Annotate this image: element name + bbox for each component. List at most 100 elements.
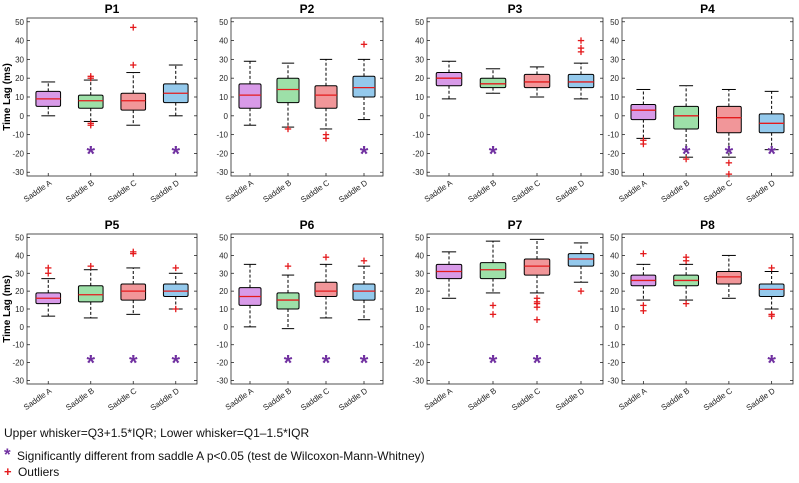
outlier-marker [45, 270, 52, 277]
y-tick-label: 0 [615, 112, 620, 121]
y-tick-label: 10 [415, 93, 424, 102]
y-tick-label: 50 [415, 18, 424, 27]
outlier-marker [533, 316, 541, 323]
outlier-marker [682, 300, 690, 307]
y-tick-label: 50 [415, 234, 424, 243]
iqr-box [758, 283, 785, 297]
outlier-marker [284, 262, 292, 270]
outlier-marker [682, 257, 690, 264]
y-tick-label: 0 [224, 323, 229, 332]
y-tick-label: -10 [216, 341, 228, 350]
outlier-marker [130, 61, 137, 69]
outlier-marker [322, 254, 330, 261]
y-tick-label: 20 [415, 74, 424, 83]
iqr-box [238, 83, 262, 109]
iqr-box [352, 283, 376, 301]
y-tick-label: 40 [219, 37, 228, 46]
iqr-box [120, 92, 147, 111]
x-tick-label: Saddle A [224, 386, 256, 412]
y-tick-label: -20 [12, 149, 24, 158]
significance-star: * [767, 351, 776, 376]
outlier-marker [725, 170, 733, 178]
outlier-marker [130, 24, 137, 31]
outlier-marker [577, 37, 585, 44]
y-tick-label: -10 [12, 131, 24, 140]
y-tick-label: 40 [415, 251, 424, 260]
iqr-box [715, 105, 742, 134]
outlier-marker [682, 155, 690, 163]
x-tick-label: Saddle A [617, 386, 649, 412]
y-tick-label: 30 [415, 55, 424, 64]
y-tick-label: 50 [610, 234, 619, 243]
y-tick-label: 10 [610, 305, 619, 314]
y-tick-label: -30 [412, 376, 424, 385]
significance-star: * [86, 141, 95, 166]
panel-title: P5 [105, 218, 120, 232]
y-tick-label: -30 [12, 376, 24, 385]
x-tick-label: Saddle D [745, 178, 777, 204]
whisker-note: Upper whisker=Q3+1.5*IQR; Lower whisker=… [4, 426, 309, 440]
significance-legend: * Significantly different from saddle A … [4, 445, 425, 465]
panel-p1: -30 -20 -10 0 10 20 30 40 50 P1 Time Lag (ms) Saddl… [2, 2, 198, 205]
y-tick-label: 0 [420, 323, 425, 332]
y-tick-label: 40 [610, 251, 619, 260]
iqr-box [77, 285, 104, 303]
iqr-box [479, 262, 507, 280]
x-tick-label: Saddle D [337, 178, 369, 204]
panel-title: P1 [105, 2, 120, 16]
panel-title: P4 [700, 2, 715, 16]
y-tick-label: 10 [15, 305, 24, 314]
y-tick-label: 0 [420, 112, 425, 121]
panel-p4: -30 -20 -10 0 10 20 30 40 50 P4 Saddle A Saddle B * S… [607, 2, 794, 205]
y-tick-label: 40 [219, 251, 228, 260]
y-tick-label: 30 [610, 269, 619, 278]
y-tick-label: -20 [412, 149, 424, 158]
y-tick-label: -10 [412, 131, 424, 140]
x-tick-label: Saddle A [617, 178, 649, 204]
y-tick-label: 30 [15, 55, 24, 64]
y-tick-label: 10 [219, 93, 228, 102]
y-tick-label: -20 [412, 359, 424, 368]
panel-p7: -30 -20 -10 0 10 20 30 40 50 P7 Saddle A Saddle B * S… [412, 218, 604, 413]
y-tick-label: 20 [610, 287, 619, 296]
outlier-marker [87, 120, 94, 127]
significance-star: * [171, 141, 180, 166]
y-tick-label: -10 [216, 131, 228, 140]
outlier-marker [640, 302, 647, 309]
panel-p3: -30 -20 -10 0 10 20 30 40 50 P3 Saddle A Saddle B * S… [412, 2, 604, 205]
outlier-marker [360, 257, 368, 264]
outlier-marker [533, 304, 541, 311]
y-tick-label: -20 [607, 149, 619, 158]
outlier-marker [322, 135, 330, 142]
x-tick-label: Saddle A [224, 178, 256, 204]
y-tick-label: 30 [219, 55, 228, 64]
outlier-marker [360, 41, 368, 48]
y-tick-label: 10 [610, 93, 619, 102]
iqr-box [523, 258, 551, 276]
y-tick-label: 40 [15, 37, 24, 46]
boxplot-figure: -30 -20 -10 0 10 20 30 40 50 P1 Time Lag (ms) Saddl… [2, 2, 794, 413]
outlier-marker [87, 262, 94, 270]
outlier-marker [640, 307, 647, 314]
y-tick-label: 50 [610, 18, 619, 27]
x-tick-label: Saddle C [299, 386, 331, 412]
y-tick-label: 0 [224, 112, 229, 121]
outlier-marker [45, 264, 52, 272]
x-tick-label: Saddle A [22, 178, 54, 204]
x-tick-label: Saddle D [149, 178, 181, 204]
iqr-box [630, 104, 657, 121]
axes-frame [426, 17, 604, 177]
y-tick-label: 20 [219, 287, 228, 296]
y-tick-label: -20 [12, 359, 24, 368]
y-tick-label: 20 [15, 287, 24, 296]
panel-p8: -30 -20 -10 0 10 20 30 40 50 P8 Saddle A Saddle B Sa… [607, 218, 794, 413]
y-tick-label: -30 [12, 168, 24, 177]
iqr-box [120, 283, 147, 301]
x-tick-label: Saddle B [261, 386, 293, 412]
y-tick-label: -30 [412, 168, 424, 177]
y-tick-label: -10 [607, 131, 619, 140]
x-tick-label: Saddle B [660, 386, 692, 412]
y-axis-label: Time Lag (ms) [2, 63, 13, 131]
iqr-box [276, 77, 300, 104]
y-tick-label: 50 [15, 18, 24, 27]
